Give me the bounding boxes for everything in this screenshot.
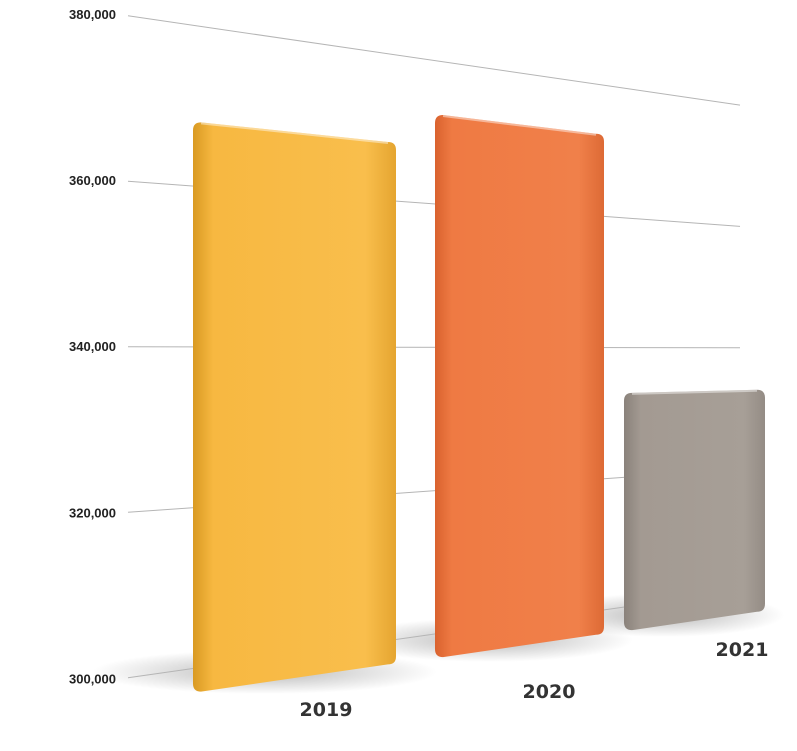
bar-2021 — [624, 389, 765, 631]
x-category-label: 2020 — [523, 681, 576, 703]
y-tick-label: 320,000 — [69, 506, 116, 521]
y-tick-label: 300,000 — [69, 672, 116, 687]
bar-highlight-2021 — [631, 389, 758, 395]
bar-2020 — [435, 115, 604, 658]
bar-highlight-2020 — [442, 115, 597, 136]
gridline-380000 — [127, 15, 741, 106]
bar-highlight-2019 — [200, 122, 389, 144]
y-tick-label: 360,000 — [69, 173, 116, 188]
x-category-label: 2019 — [300, 699, 353, 721]
x-category-label: 2021 — [716, 639, 769, 661]
bar-2019 — [193, 122, 396, 692]
y-tick-label: 380,000 — [69, 7, 116, 22]
y-tick-label: 340,000 — [69, 339, 116, 354]
